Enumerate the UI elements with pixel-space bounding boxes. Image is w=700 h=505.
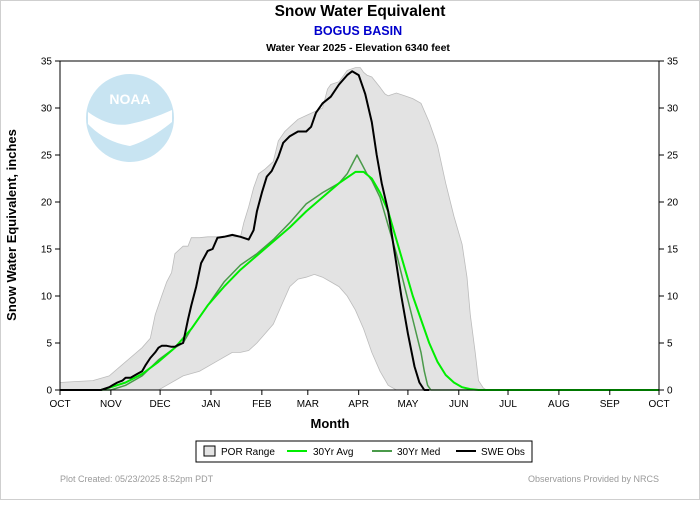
legend-label-avg: 30Yr Avg (313, 447, 353, 458)
x-tick-label: MAR (297, 399, 319, 410)
legend-label-obs: SWE Obs (481, 447, 525, 458)
x-tick-label: JAN (202, 399, 221, 410)
y-tick-label-left: 20 (41, 198, 53, 209)
x-tick-label: MAY (397, 399, 418, 410)
y-tick-label-right: 0 (667, 386, 673, 397)
y-axis-label: Snow Water Equivalent, inches (4, 129, 19, 321)
por-range-area (59, 67, 489, 391)
y-tick-label-left: 30 (41, 104, 53, 115)
plot-frame (59, 60, 660, 391)
x-tick-label: AUG (548, 399, 570, 410)
por-range-layer (59, 67, 489, 391)
chart-subtitle: Water Year 2025 - Elevation 6340 feet (266, 42, 450, 54)
y-tick-label-left: 35 (41, 57, 53, 68)
legend-box (195, 440, 533, 463)
x-tick-label: OCT (49, 399, 70, 410)
x-tick-label: OCT (648, 399, 669, 410)
y-tick-label-left: 0 (46, 386, 52, 397)
y-tick-label-right: 35 (667, 57, 679, 68)
x-axis-label: Month (311, 416, 350, 431)
noaa-logo-text: NOAA (109, 91, 150, 107)
legend-label-por: POR Range (221, 447, 275, 458)
station-name: BOGUS BASIN (314, 24, 402, 38)
x-tick-label: FEB (252, 399, 272, 410)
y-tick-label-right: 25 (667, 151, 679, 162)
noaa-logo-bird (88, 110, 172, 146)
y-tick-label-right: 10 (667, 292, 679, 303)
y-tick-label-right: 15 (667, 245, 679, 256)
y-axis-left: 0 5 10 15 20 25 30 35 (41, 57, 60, 397)
x-tick-label: NOV (100, 399, 122, 410)
y-tick-label-right: 5 (667, 339, 673, 350)
x-tick-label: JUL (499, 399, 517, 410)
series-layer (60, 70, 659, 391)
y-axis-right: 0 5 10 15 20 25 30 35 (659, 57, 679, 397)
x-tick-label: SEP (600, 399, 620, 410)
plot-created-note: Plot Created: 05/23/2025 8:52pm PDT (60, 474, 214, 484)
x-tick-label: JUN (449, 399, 468, 410)
y-tick-label-left: 25 (41, 151, 53, 162)
x-tick-label: APR (348, 399, 369, 410)
y-tick-label-right: 30 (667, 104, 679, 115)
data-provider-note: Observations Provided by NRCS (528, 474, 659, 484)
x-tick-label: DEC (150, 399, 171, 410)
series-line-30yr-avg (60, 170, 659, 391)
x-axis: OCT NOV DEC JAN FEB MAR APR MAY JUN JUL AUG SEP OCT (49, 390, 670, 410)
y-tick-label-left: 5 (46, 339, 52, 350)
y-tick-label-left: 15 (41, 245, 53, 256)
legend-swatch-por (203, 445, 216, 457)
noaa-logo-circle (86, 74, 174, 162)
y-tick-label-left: 10 (41, 292, 53, 303)
y-tick-label-right: 20 (667, 198, 679, 209)
legend-label-med: 30Yr Med (397, 447, 440, 458)
series-line-swe-obs (60, 70, 430, 391)
legend: POR Range 30Yr Avg 30Yr Med SWE Obs (195, 440, 533, 463)
chart-title: Snow Water Equivalent (275, 3, 446, 20)
noaa-logo: NOAA (86, 74, 174, 162)
